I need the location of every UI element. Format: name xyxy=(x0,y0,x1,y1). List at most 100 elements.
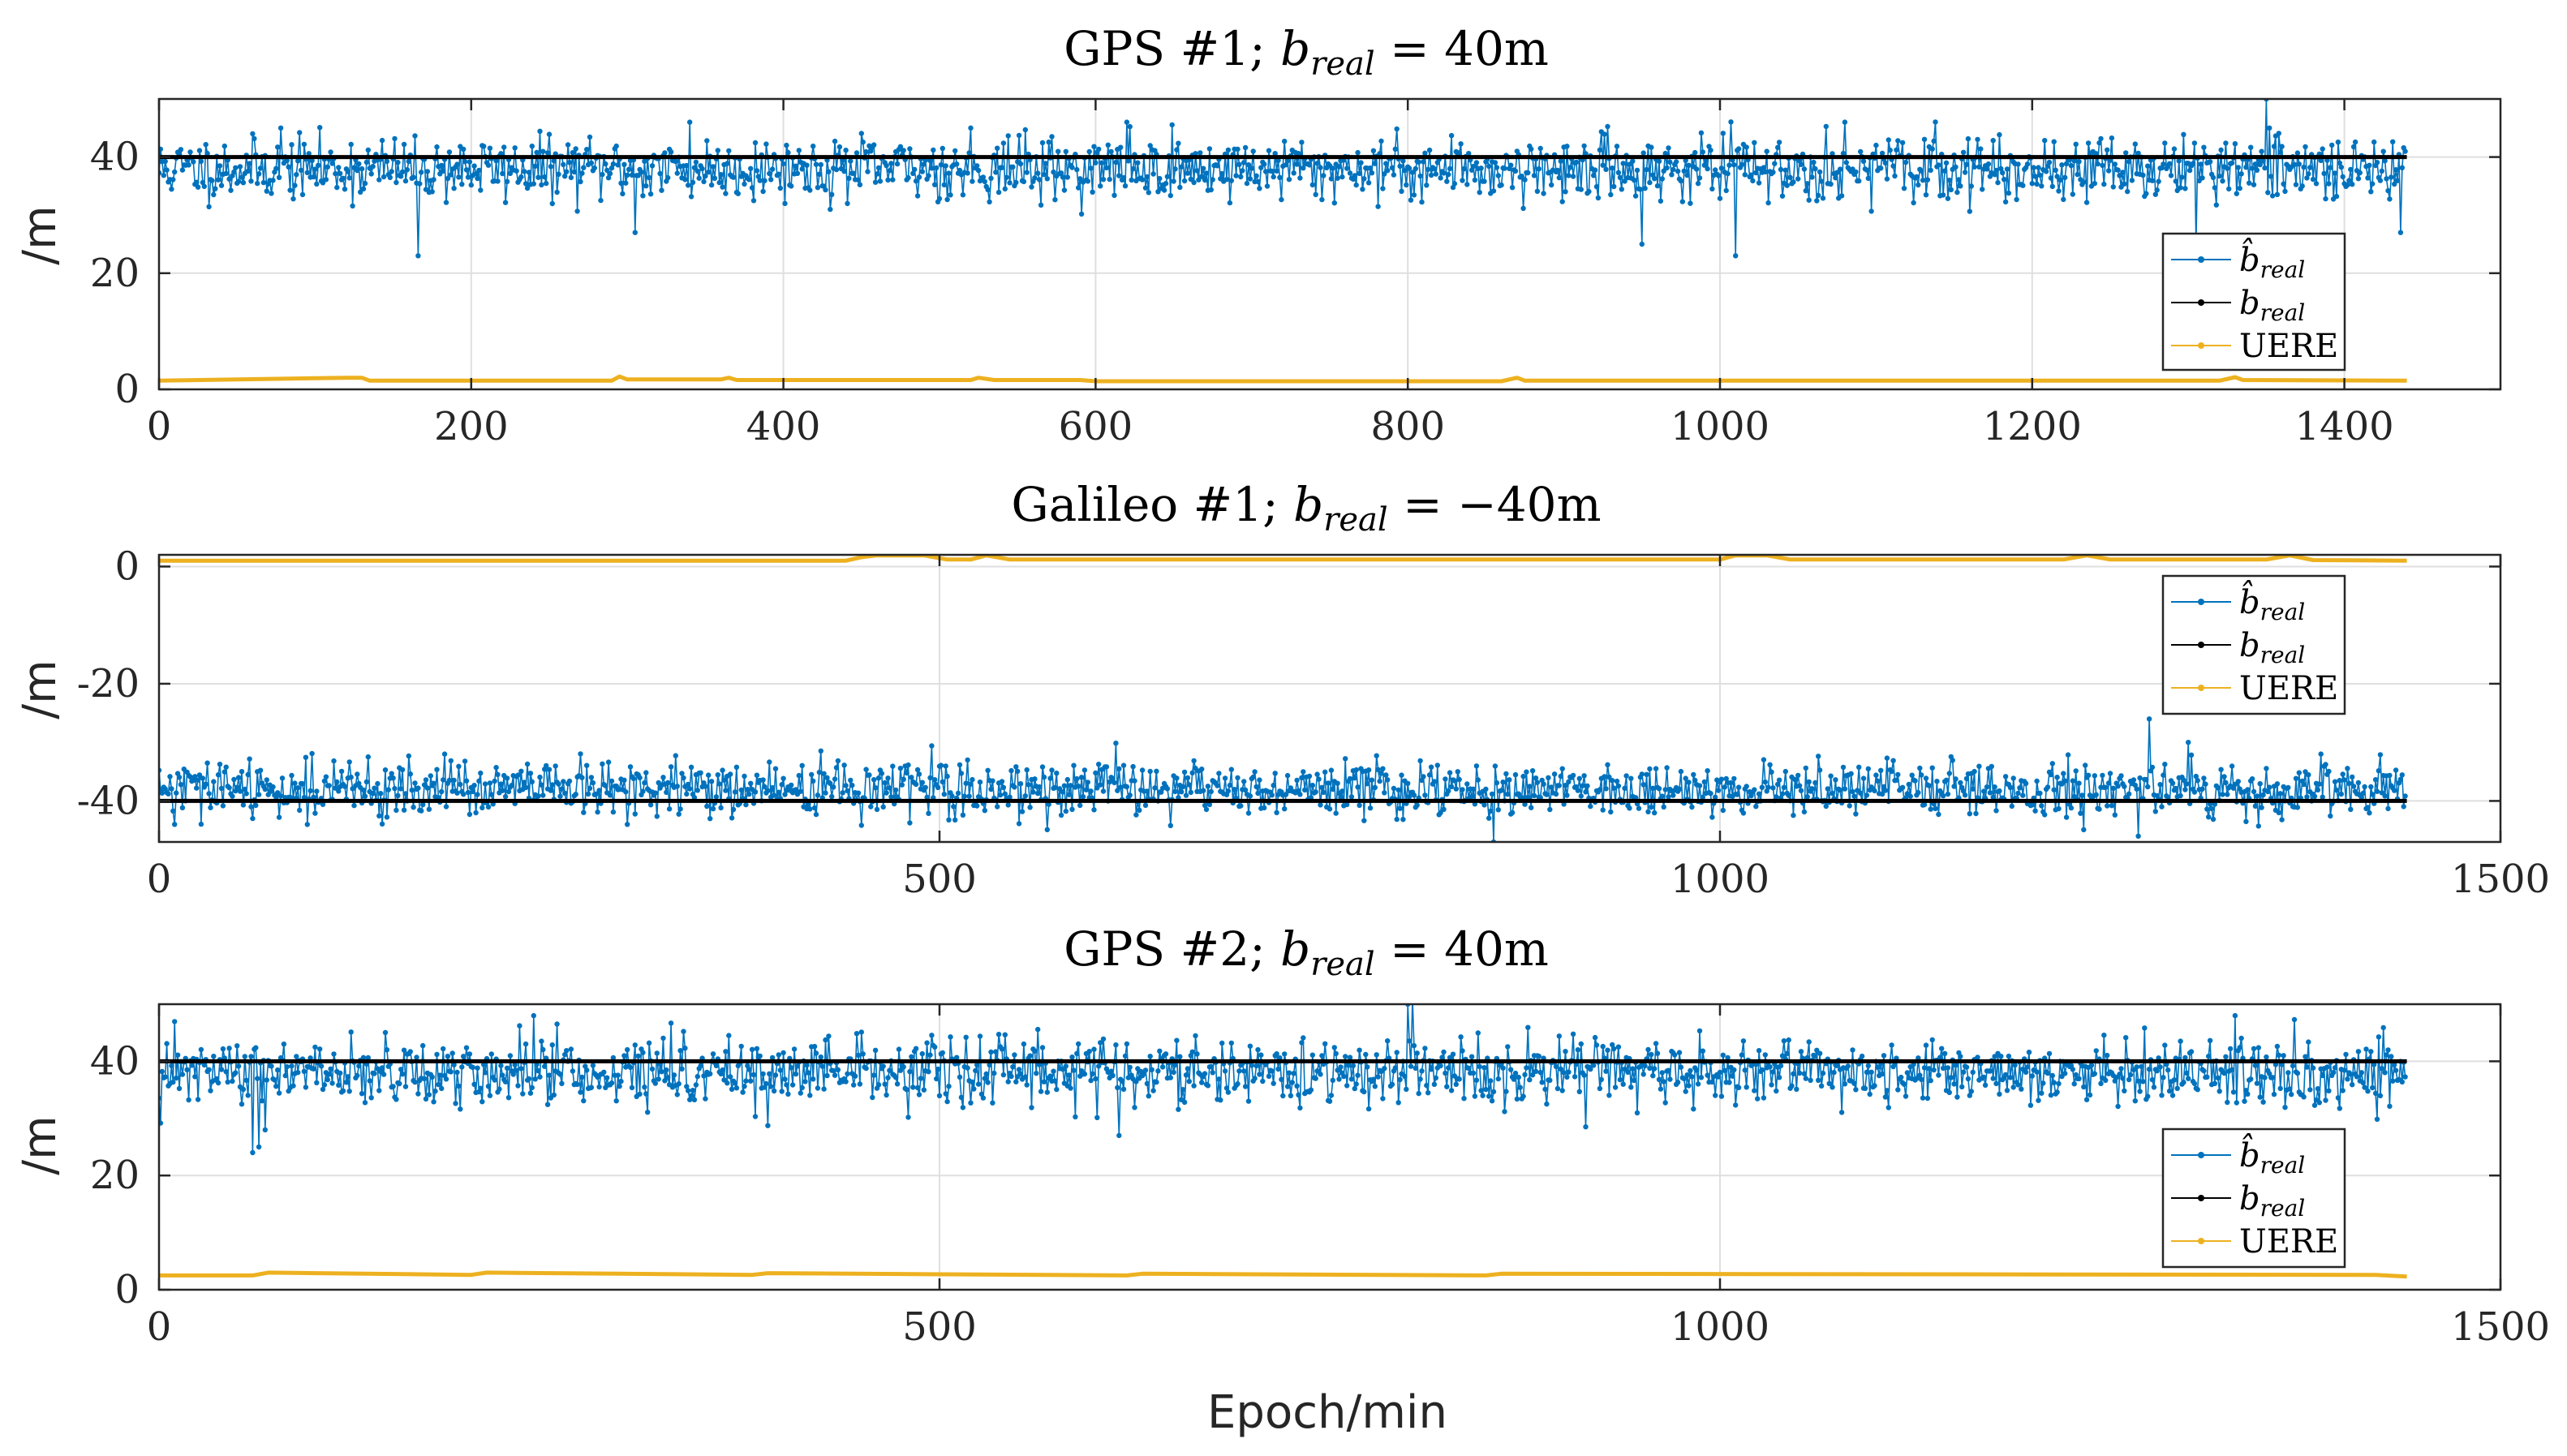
data-point xyxy=(1283,792,1289,797)
data-point xyxy=(1951,784,1957,789)
data-point xyxy=(1017,781,1024,787)
data-point xyxy=(1046,801,1051,807)
data-point xyxy=(1236,1068,1242,1074)
data-point xyxy=(2321,170,2327,177)
data-point xyxy=(1088,165,1094,171)
data-point xyxy=(1478,165,1484,171)
data-point xyxy=(1007,180,1013,186)
data-point xyxy=(557,793,563,799)
data-point xyxy=(1374,1052,1379,1058)
data-point xyxy=(1514,1096,1520,1102)
data-point xyxy=(1588,803,1593,810)
data-point xyxy=(1489,1098,1495,1104)
data-point xyxy=(854,1031,860,1037)
legend-label: breal xyxy=(2239,627,2305,668)
data-point xyxy=(794,170,801,176)
data-point xyxy=(1397,1076,1403,1083)
data-point xyxy=(2245,1091,2251,1097)
data-point xyxy=(2149,764,2156,771)
data-point xyxy=(1314,771,1320,777)
data-point xyxy=(436,1081,441,1088)
data-point xyxy=(287,187,293,193)
data-point xyxy=(2042,138,2048,144)
data-point xyxy=(2173,178,2178,184)
data-point xyxy=(459,182,465,187)
data-point xyxy=(587,134,593,140)
data-point xyxy=(1615,170,1622,175)
data-point xyxy=(1525,794,1531,801)
data-point xyxy=(1081,767,1088,773)
data-point xyxy=(2335,140,2341,145)
data-point xyxy=(2259,148,2264,154)
data-point xyxy=(2402,793,2408,799)
data-point xyxy=(1772,161,1778,166)
data-point xyxy=(1759,784,1765,790)
data-point xyxy=(234,1043,240,1049)
data-point xyxy=(2142,1025,2148,1031)
data-point xyxy=(393,1097,399,1102)
data-point xyxy=(874,171,880,177)
data-point xyxy=(1878,767,1884,773)
data-point xyxy=(1554,167,1561,174)
data-point xyxy=(2235,779,2241,784)
data-point xyxy=(1282,139,1288,144)
data-point xyxy=(1943,160,1950,165)
data-point xyxy=(1380,766,1386,771)
data-point xyxy=(564,1048,570,1054)
data-point xyxy=(1431,1081,1438,1088)
data-point xyxy=(1853,811,1859,817)
data-point xyxy=(411,805,416,810)
data-point xyxy=(1795,772,1801,779)
data-point xyxy=(233,1070,239,1076)
data-point xyxy=(993,1049,999,1054)
data-point xyxy=(441,168,446,174)
data-point xyxy=(1664,165,1670,171)
data-point xyxy=(1127,1064,1133,1071)
data-point xyxy=(1686,162,1692,168)
data-point xyxy=(385,787,391,792)
data-point xyxy=(1470,163,1477,170)
data-point xyxy=(462,159,468,165)
data-point xyxy=(960,812,966,818)
legend-marker xyxy=(2198,642,2204,648)
data-point xyxy=(1353,1081,1359,1087)
data-point xyxy=(936,1093,943,1099)
data-point xyxy=(1074,1050,1080,1057)
data-point xyxy=(581,165,587,170)
data-point xyxy=(573,146,578,152)
data-point xyxy=(897,1067,904,1073)
data-point xyxy=(2186,167,2193,174)
data-point xyxy=(286,164,291,170)
data-point xyxy=(544,180,549,187)
data-point xyxy=(1762,169,1768,175)
data-point xyxy=(1816,192,1821,199)
data-point xyxy=(1776,140,1782,145)
data-point xyxy=(1791,1071,1796,1077)
data-point xyxy=(1769,769,1774,775)
data-point xyxy=(2380,1024,2386,1031)
data-point xyxy=(894,161,901,167)
data-point xyxy=(1035,1026,1041,1033)
data-point xyxy=(760,1071,766,1077)
data-point xyxy=(877,178,884,184)
data-point xyxy=(1347,170,1353,176)
data-point xyxy=(2140,1079,2146,1084)
data-point xyxy=(2046,159,2053,165)
data-point xyxy=(493,765,499,771)
data-point xyxy=(1549,182,1554,188)
data-point xyxy=(668,1020,674,1026)
data-point xyxy=(1723,775,1729,782)
data-point xyxy=(710,164,716,170)
data-point xyxy=(1864,792,1870,798)
data-point xyxy=(965,757,970,763)
data-point xyxy=(1441,806,1447,812)
data-point xyxy=(1017,161,1024,167)
data-point xyxy=(640,788,646,794)
data-point xyxy=(970,1079,975,1085)
data-point xyxy=(1801,166,1808,172)
data-point xyxy=(257,767,264,773)
data-point xyxy=(2392,181,2397,187)
data-point xyxy=(1647,1065,1653,1072)
data-point xyxy=(1119,1078,1125,1084)
data-point xyxy=(1873,142,1879,148)
